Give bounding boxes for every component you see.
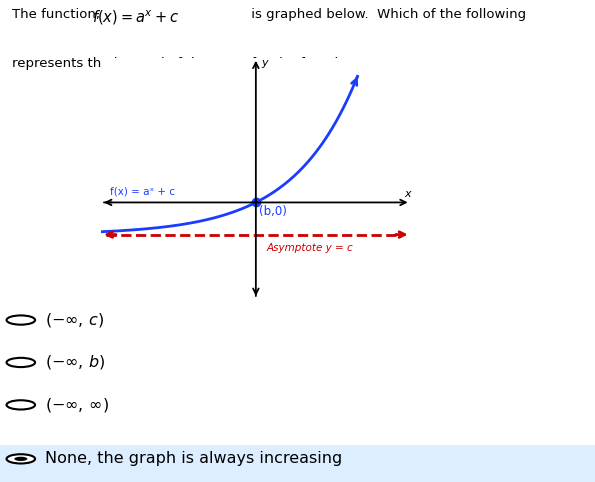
Text: $f(x)=a^x+c$: $f(x)=a^x+c$ <box>92 8 180 27</box>
Text: x: x <box>404 188 411 199</box>
Text: $(-\infty,\, c)$: $(-\infty,\, c)$ <box>45 311 104 329</box>
Text: $(-\infty,\, \infty)$: $(-\infty,\, \infty)$ <box>45 396 109 414</box>
Text: (b,0): (b,0) <box>259 205 287 218</box>
Text: is graphed below.  Which of the following: is graphed below. Which of the following <box>247 8 526 21</box>
Text: f(x) = aˣ + c: f(x) = aˣ + c <box>110 187 175 196</box>
Text: represents the interval of decrease for the function?: represents the interval of decrease for … <box>12 57 362 70</box>
Circle shape <box>14 457 27 461</box>
Text: Asymptote y = c: Asymptote y = c <box>267 242 353 253</box>
Circle shape <box>7 315 35 325</box>
Circle shape <box>7 454 35 464</box>
Circle shape <box>7 400 35 410</box>
Text: $(-\infty,\, b)$: $(-\infty,\, b)$ <box>45 353 105 372</box>
Text: None, the graph is always increasing: None, the graph is always increasing <box>45 451 342 467</box>
Text: y: y <box>261 58 268 68</box>
Bar <box>0 445 595 482</box>
Circle shape <box>7 358 35 367</box>
Text: The function,: The function, <box>12 8 108 21</box>
